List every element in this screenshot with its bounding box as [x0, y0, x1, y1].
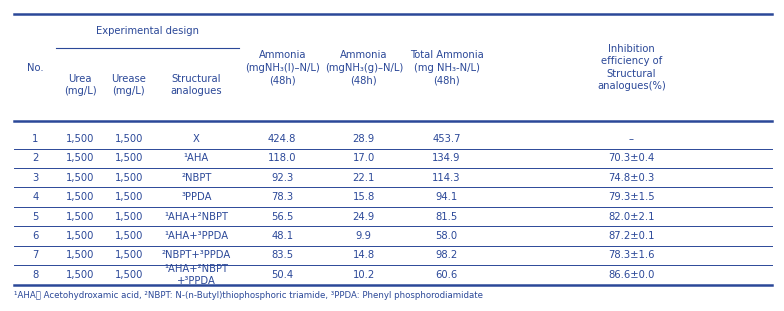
Text: 114.3: 114.3 [432, 173, 461, 183]
Text: 86.6±0.0: 86.6±0.0 [608, 270, 655, 280]
Text: 78.3: 78.3 [271, 192, 293, 202]
Text: 92.3: 92.3 [271, 173, 293, 183]
Text: 1,500: 1,500 [114, 192, 143, 202]
Text: 1,500: 1,500 [66, 192, 94, 202]
Text: 4: 4 [32, 192, 38, 202]
Text: 1: 1 [32, 134, 38, 144]
Text: ²NBPT+³PPDA: ²NBPT+³PPDA [162, 250, 231, 260]
Text: 24.9: 24.9 [353, 211, 375, 221]
Text: 1,500: 1,500 [114, 270, 143, 280]
Text: 9.9: 9.9 [356, 231, 372, 241]
Text: 78.3±1.6: 78.3±1.6 [608, 250, 655, 260]
Text: Inhibition
efficiency of
Structural
analogues(%): Inhibition efficiency of Structural anal… [597, 44, 666, 91]
Text: 83.5: 83.5 [271, 250, 293, 260]
Text: Ammonia
(mgNH₃(g)–N/L)
(48h): Ammonia (mgNH₃(g)–N/L) (48h) [325, 50, 403, 85]
Text: ¹AHA： Acetohydroxamic acid, ²NBPT: N-(n-Butyl)thiophosphoric triamide, ³PPDA: Ph: ¹AHA： Acetohydroxamic acid, ²NBPT: N-(n-… [14, 291, 483, 300]
Text: 87.2±0.1: 87.2±0.1 [608, 231, 655, 241]
Text: 10.2: 10.2 [353, 270, 375, 280]
Text: 424.8: 424.8 [268, 134, 296, 144]
Text: ²NBPT: ²NBPT [181, 173, 212, 183]
Text: Total Ammonia
(mg NH₃-N/L)
(48h): Total Ammonia (mg NH₃-N/L) (48h) [409, 50, 484, 85]
Text: 1,500: 1,500 [114, 211, 143, 221]
Text: 60.6: 60.6 [435, 270, 458, 280]
Text: 14.8: 14.8 [353, 250, 375, 260]
Text: 17.0: 17.0 [353, 153, 375, 163]
Text: 7: 7 [32, 250, 38, 260]
Text: 1,500: 1,500 [114, 134, 143, 144]
Text: 48.1: 48.1 [271, 231, 293, 241]
Text: –: – [629, 134, 634, 144]
Text: 1,500: 1,500 [66, 211, 94, 221]
Text: 2: 2 [32, 153, 38, 163]
Text: 1,500: 1,500 [114, 153, 143, 163]
Text: 82.0±2.1: 82.0±2.1 [608, 211, 655, 221]
Text: 1,500: 1,500 [114, 231, 143, 241]
Text: Experimental design: Experimental design [96, 26, 199, 36]
Text: 15.8: 15.8 [353, 192, 375, 202]
Text: 8: 8 [32, 270, 38, 280]
Text: 1,500: 1,500 [66, 173, 94, 183]
Text: 79.3±1.5: 79.3±1.5 [608, 192, 655, 202]
Text: 1,500: 1,500 [66, 231, 94, 241]
Text: 56.5: 56.5 [271, 211, 293, 221]
Text: 98.2: 98.2 [435, 250, 458, 260]
Text: ¹AHA+²NBPT: ¹AHA+²NBPT [165, 211, 228, 221]
Text: 134.9: 134.9 [432, 153, 461, 163]
Text: 74.8±0.3: 74.8±0.3 [608, 173, 655, 183]
Text: ¹AHA+²NBPT
+³PPDA: ¹AHA+²NBPT +³PPDA [165, 264, 228, 286]
Text: 6: 6 [32, 231, 38, 241]
Text: No.: No. [27, 63, 44, 73]
Text: 1,500: 1,500 [66, 153, 94, 163]
Text: Ammonia
(mgNH₃(l)–N/L)
(48h): Ammonia (mgNH₃(l)–N/L) (48h) [245, 50, 320, 85]
Text: 5: 5 [32, 211, 38, 221]
Text: 50.4: 50.4 [271, 270, 293, 280]
Text: ¹AHA: ¹AHA [183, 153, 209, 163]
Text: 118.0: 118.0 [268, 153, 296, 163]
Text: 58.0: 58.0 [435, 231, 458, 241]
Text: ³PPDA: ³PPDA [181, 192, 212, 202]
Text: 94.1: 94.1 [435, 192, 458, 202]
Text: Urease
(mg/L): Urease (mg/L) [111, 73, 146, 96]
Text: X: X [193, 134, 200, 144]
Text: 1,500: 1,500 [114, 250, 143, 260]
Text: 1,500: 1,500 [114, 173, 143, 183]
Text: 1,500: 1,500 [66, 250, 94, 260]
Text: Urea
(mg/L): Urea (mg/L) [64, 73, 96, 96]
Text: ¹AHA+³PPDA: ¹AHA+³PPDA [165, 231, 228, 241]
Text: 453.7: 453.7 [432, 134, 461, 144]
Text: 3: 3 [32, 173, 38, 183]
Text: 70.3±0.4: 70.3±0.4 [608, 153, 655, 163]
Text: Structural
analogues: Structural analogues [171, 73, 222, 96]
Text: 22.1: 22.1 [353, 173, 375, 183]
Text: 81.5: 81.5 [435, 211, 458, 221]
Text: 28.9: 28.9 [353, 134, 375, 144]
Text: 1,500: 1,500 [66, 270, 94, 280]
Text: 1,500: 1,500 [66, 134, 94, 144]
